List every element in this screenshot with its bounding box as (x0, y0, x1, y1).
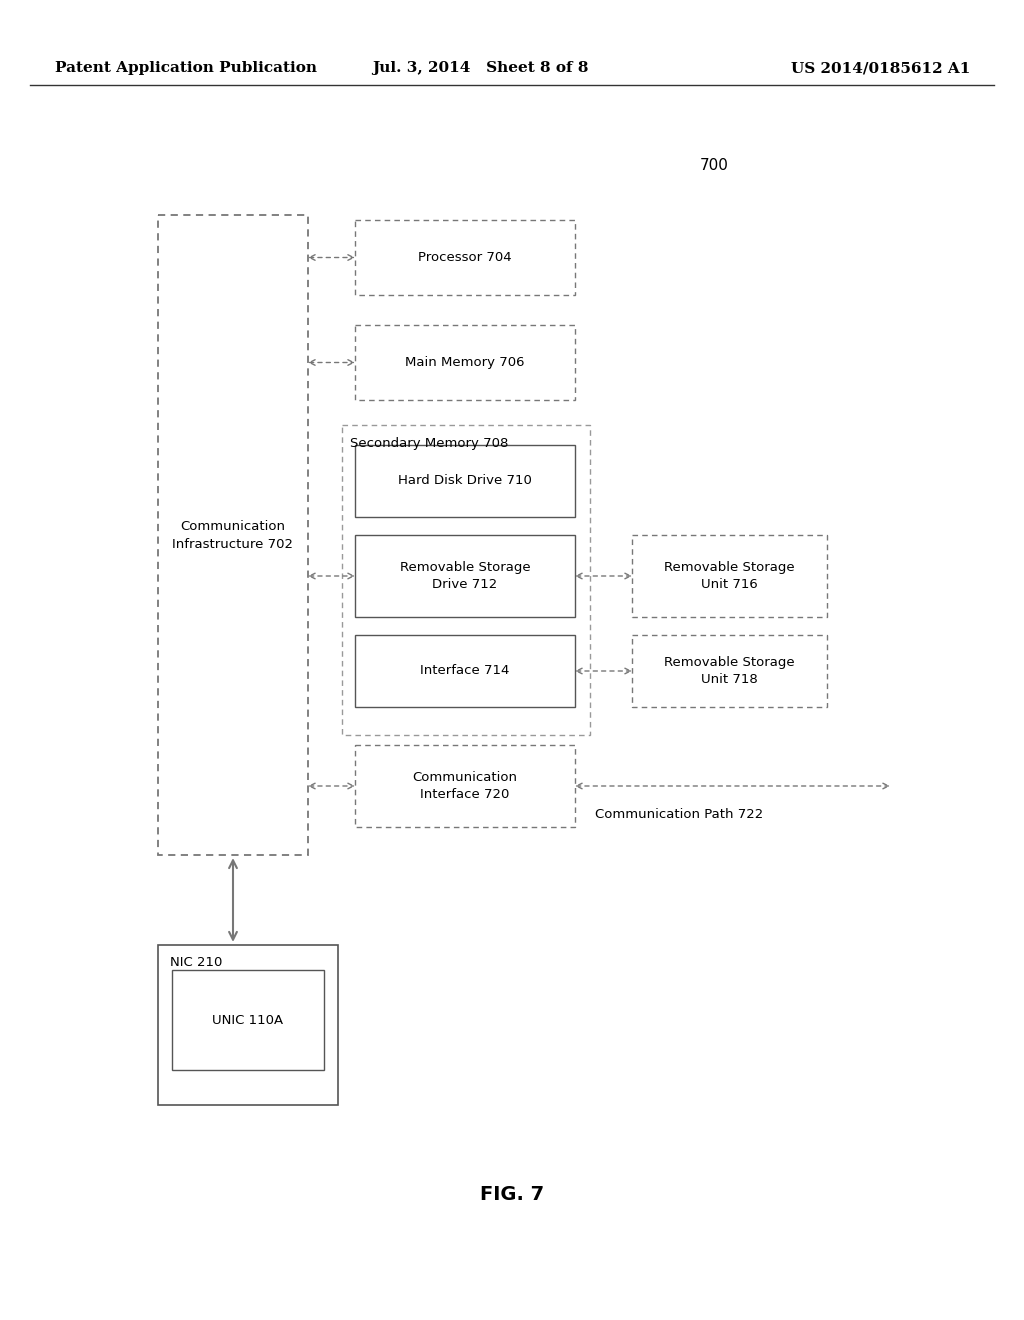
Text: FIG. 7: FIG. 7 (480, 1185, 544, 1204)
Bar (172, 970, 324, 1071)
Text: 700: 700 (700, 157, 729, 173)
Text: Hard Disk Drive 710: Hard Disk Drive 710 (398, 474, 531, 487)
Bar (355, 325, 575, 400)
Text: Patent Application Publication: Patent Application Publication (55, 61, 317, 75)
Text: Removable Storage
Drive 712: Removable Storage Drive 712 (399, 561, 530, 591)
Bar (158, 215, 308, 855)
Bar (632, 635, 827, 708)
Text: Jul. 3, 2014   Sheet 8 of 8: Jul. 3, 2014 Sheet 8 of 8 (372, 61, 588, 75)
Bar (355, 744, 575, 828)
Bar (355, 220, 575, 294)
Text: Interface 714: Interface 714 (420, 664, 510, 677)
Text: Removable Storage
Unit 716: Removable Storage Unit 716 (665, 561, 795, 591)
Text: Secondary Memory 708: Secondary Memory 708 (350, 437, 508, 450)
Text: Removable Storage
Unit 718: Removable Storage Unit 718 (665, 656, 795, 686)
Text: Communication Path 722: Communication Path 722 (595, 808, 763, 821)
Bar (355, 445, 575, 517)
Bar (158, 945, 338, 1105)
Text: US 2014/0185612 A1: US 2014/0185612 A1 (791, 61, 970, 75)
Text: Processor 704: Processor 704 (418, 251, 512, 264)
Text: NIC 210: NIC 210 (170, 957, 222, 969)
Bar (632, 535, 827, 616)
Text: Communication
Infrastructure 702: Communication Infrastructure 702 (172, 520, 294, 550)
Bar (355, 635, 575, 708)
Text: Communication
Interface 720: Communication Interface 720 (413, 771, 517, 801)
Text: UNIC 110A: UNIC 110A (212, 1014, 284, 1027)
Bar (342, 425, 590, 735)
Text: Main Memory 706: Main Memory 706 (406, 356, 524, 370)
Bar (355, 535, 575, 616)
